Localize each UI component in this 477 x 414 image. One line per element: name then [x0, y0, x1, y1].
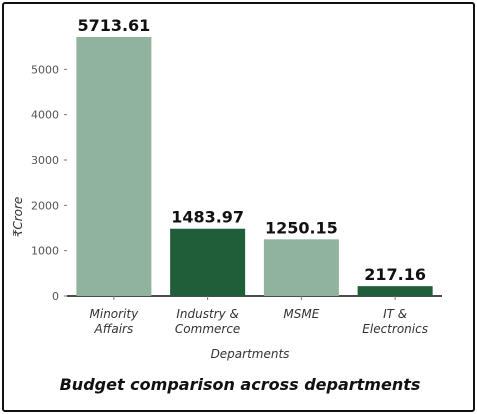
bar-value-label: 217.16	[364, 265, 426, 284]
y-tick-label: 4000	[31, 109, 59, 122]
x-tick-label: MSME	[283, 307, 319, 321]
y-tick-label: 0	[52, 290, 59, 303]
x-tick-label: Industry & Commerce	[175, 307, 240, 336]
bar	[357, 286, 433, 296]
chart-title: Budget comparison across departments	[60, 375, 421, 394]
bar-value-label: 1250.15	[265, 218, 338, 237]
y-tick-label: 3000	[31, 154, 59, 167]
bar-value-label: 1483.97	[171, 208, 244, 227]
bar	[76, 37, 152, 296]
x-tick-label: Minority Affairs	[90, 307, 140, 336]
y-tick-label: 1000	[31, 245, 59, 258]
y-tick-label: 5000	[31, 63, 59, 76]
x-axis-label: Departments	[211, 347, 290, 361]
y-axis-label: ₹Crore	[11, 197, 25, 238]
y-tick-label: 2000	[31, 199, 59, 212]
bar-value-label: 5713.61	[77, 16, 150, 35]
x-tick-label: IT & Electronics	[362, 307, 428, 336]
bar	[170, 228, 246, 296]
bar	[263, 239, 339, 296]
